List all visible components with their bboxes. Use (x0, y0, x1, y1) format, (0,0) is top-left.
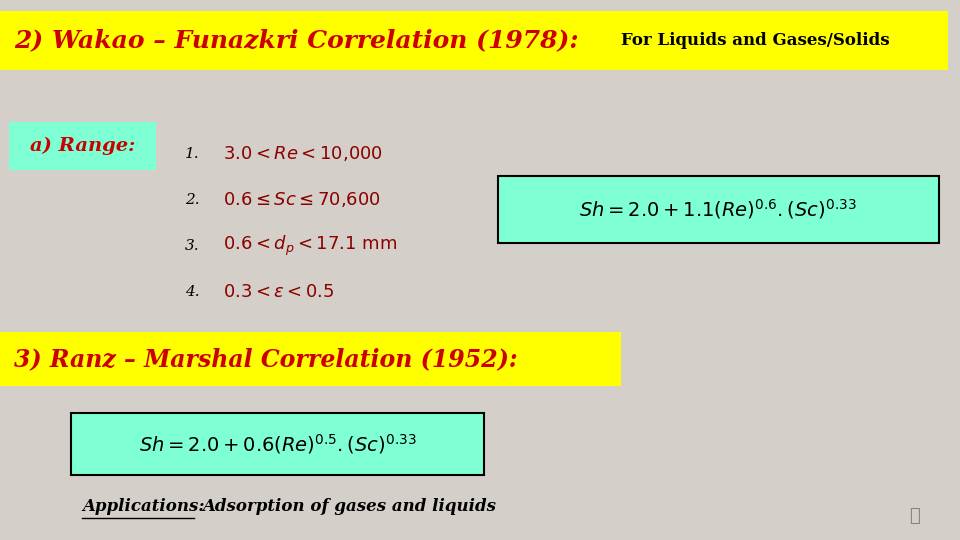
Text: 2.: 2. (185, 193, 200, 207)
Text: $0.6 < d_p < 17.1\ \mathrm{mm}$: $0.6 < d_p < 17.1\ \mathrm{mm}$ (223, 234, 397, 258)
Text: $Sh = 2.0 + 1.1(Re)^{0.6}.(Sc)^{0.33}$: $Sh = 2.0 + 1.1(Re)^{0.6}.(Sc)^{0.33}$ (579, 197, 857, 221)
Text: a) Range:: a) Range: (31, 137, 135, 155)
Text: 🔈: 🔈 (909, 507, 921, 525)
Text: Applications:: Applications: (83, 498, 205, 515)
Text: 2) Wakao – Funazkri Correlation (1978):: 2) Wakao – Funazkri Correlation (1978): (14, 29, 579, 52)
Text: $Sh = 2.0 + 0.6(Re)^{0.5}.(Sc)^{0.33}$: $Sh = 2.0 + 0.6(Re)^{0.5}.(Sc)^{0.33}$ (138, 432, 416, 456)
Text: Adsorption of gases and liquids: Adsorption of gases and liquids (202, 498, 496, 515)
Text: $0.3 < \varepsilon < 0.5$: $0.3 < \varepsilon < 0.5$ (223, 282, 334, 301)
FancyBboxPatch shape (497, 176, 939, 243)
Text: 1.: 1. (185, 147, 200, 161)
Text: For Liquids and Gases/Solids: For Liquids and Gases/Solids (621, 32, 890, 49)
Text: $3.0 < Re < 10{,}000$: $3.0 < Re < 10{,}000$ (223, 144, 383, 164)
FancyBboxPatch shape (10, 122, 156, 170)
Text: $0.6 \leq Sc \leq 70{,}600$: $0.6 \leq Sc \leq 70{,}600$ (223, 190, 380, 210)
Text: 3) Ranz – Marshal Correlation (1952):: 3) Ranz – Marshal Correlation (1952): (14, 347, 517, 371)
FancyBboxPatch shape (0, 11, 948, 70)
FancyBboxPatch shape (71, 413, 484, 475)
Text: 3.: 3. (185, 239, 200, 253)
Text: 4.: 4. (185, 285, 200, 299)
FancyBboxPatch shape (0, 332, 621, 386)
